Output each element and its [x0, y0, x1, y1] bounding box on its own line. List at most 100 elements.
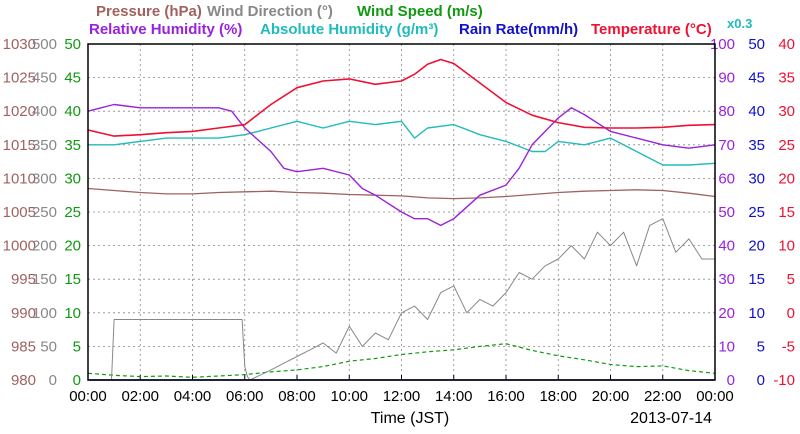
axis-tick-label-temp: 25 — [778, 137, 795, 154]
x-tick-label: 20:00 — [592, 388, 630, 405]
legend-wind-direction: Wind Direction (°) — [207, 3, 333, 20]
axis-tick-label-pressure: 1000 — [3, 238, 36, 255]
axis-tick-label-rh: 40 — [718, 238, 735, 255]
series-line-wdir — [88, 218, 715, 381]
x-axis: 00:00 02:00 04:00 06:00 08:00 10:00 12:00 14:00… — [69, 375, 734, 405]
x-tick-label: 08:00 — [278, 388, 316, 405]
axis-tick-label-rain: 15 — [748, 271, 765, 288]
axis-tick-label-rain: 50 — [748, 36, 765, 53]
axis-tick-label-rain: 10 — [748, 305, 765, 322]
axis-tick-label-rh: 0 — [727, 372, 735, 389]
axis-tick-label-pressure: 1005 — [3, 204, 36, 221]
axis-tick-label-wspd: 45 — [64, 70, 81, 87]
axis-tick-label-rain: 35 — [748, 137, 765, 154]
axis-tick-label-pressure: 980 — [11, 372, 36, 389]
axis-tick-label-temp: -10 — [773, 372, 795, 389]
axis-tick-label-pressure: 985 — [11, 338, 36, 355]
axis-tick-label-rh: 60 — [718, 170, 735, 187]
axis-tick-label-wdir: 350 — [32, 137, 57, 154]
axis-tick-label-pressure: 1020 — [3, 103, 36, 120]
legend-rain-rate: Rain Rate(mm/h) — [459, 21, 578, 38]
legend-temperature: Temperature (°C) — [591, 21, 712, 38]
axis-tick-label-temp: 20 — [778, 170, 795, 187]
axis-tick-label-rain: 5 — [757, 338, 765, 355]
axis-tick-label-wdir: 250 — [32, 204, 57, 221]
axis-tick-label-wdir: 300 — [32, 170, 57, 187]
right-axes: 1009080706050403020100504540353025201510… — [710, 36, 795, 389]
axis-tick-label-rh: 80 — [718, 103, 735, 120]
axis-tick-label-wspd: 35 — [64, 137, 81, 154]
plot-frame — [87, 43, 716, 381]
legend-absolute-humidity: Absolute Humidity (g/m³) — [260, 21, 438, 38]
axis-tick-label-wdir: 50 — [40, 338, 57, 355]
axis-tick-label-pressure: 1025 — [3, 70, 36, 87]
x-tick-label: 02:00 — [121, 388, 159, 405]
axis-tick-label-rh: 70 — [718, 137, 735, 154]
axis-tick-label-pressure: 1010 — [3, 170, 36, 187]
x-tick-label: 10:00 — [330, 388, 368, 405]
axis-tick-label-temp: -5 — [782, 338, 795, 355]
series-line-pressure — [87, 187, 716, 200]
axis-tick-label-wspd: 5 — [73, 338, 81, 355]
series-line-rh — [87, 103, 716, 227]
legend-wind-speed: Wind Speed (m/s) — [357, 3, 483, 20]
x-tick-label: 00:00 — [69, 388, 107, 405]
x-axis-label: Time (JST) — [371, 410, 450, 427]
axis-tick-label-wdir: 150 — [32, 271, 57, 288]
axis-tick-label-wspd: 40 — [64, 103, 81, 120]
axis-tick-label-rh: 10 — [718, 338, 735, 355]
axis-tick-label-rh: 20 — [718, 305, 735, 322]
axis-tick-label-wdir: 200 — [32, 238, 57, 255]
axis-tick-label-temp: 30 — [778, 103, 795, 120]
axis-tick-label-pressure: 1030 — [3, 36, 36, 53]
x-tick-label: 18:00 — [539, 388, 577, 405]
axis-tick-label-rh: 100 — [710, 36, 735, 53]
axis-tick-label-rain: 0 — [757, 372, 765, 389]
axis-tick-label-temp: 40 — [778, 36, 795, 53]
axis-tick-label-wspd: 25 — [64, 204, 81, 221]
legend: Pressure (hPa) Wind Direction (°) Wind S… — [89, 3, 752, 38]
axis-tick-label-rh: 90 — [718, 70, 735, 87]
axis-tick-label-wspd: 20 — [64, 238, 81, 255]
axis-tick-label-temp: 0 — [787, 305, 795, 322]
x-tick-label: 04:00 — [174, 388, 212, 405]
legend-pressure: Pressure (hPa) — [96, 3, 202, 20]
axis-tick-label-rain: 30 — [748, 170, 765, 187]
axis-tick-label-temp: 10 — [778, 238, 795, 255]
axis-tick-label-rain: 25 — [748, 204, 765, 221]
axis-tick-label-wdir: 100 — [32, 305, 57, 322]
axis-tick-label-wdir: 0 — [49, 372, 57, 389]
series-line-wspd — [87, 343, 716, 378]
x-tick-label: 14:00 — [435, 388, 473, 405]
axis-tick-label-temp: 35 — [778, 70, 795, 87]
axis-tick-label-pressure: 990 — [11, 305, 36, 322]
axis-tick-label-temp: 5 — [787, 271, 795, 288]
axis-tick-label-rh: 50 — [718, 204, 735, 221]
axis-tick-label-temp: 15 — [778, 204, 795, 221]
axis-tick-label-wdir: 450 — [32, 70, 57, 87]
x-tick-label: 22:00 — [644, 388, 682, 405]
axis-tick-label-pressure: 1015 — [3, 137, 36, 154]
axis-tick-label-wdir: 500 — [32, 36, 57, 53]
series-line-temp — [87, 58, 716, 137]
axis-tick-label-rain: 40 — [748, 103, 765, 120]
left-axes: 1030102510201015101010051000995990985980… — [3, 36, 81, 389]
axis-tick-label-wspd: 30 — [64, 170, 81, 187]
chart-date: 2013-07-14 — [630, 410, 712, 427]
axis-tick-label-wspd: 15 — [64, 271, 81, 288]
series-line-ah — [88, 120, 716, 166]
grid — [88, 44, 715, 380]
x-tick-label: 16:00 — [487, 388, 525, 405]
axis-tick-label-rain: 45 — [748, 70, 765, 87]
axis-tick-label-wdir: 400 — [32, 103, 57, 120]
axis-tick-label-wspd: 10 — [64, 305, 81, 322]
absolute-humidity-scale-label: x0.3 — [727, 16, 752, 31]
x-tick-label: 12:00 — [383, 388, 421, 405]
axis-tick-label-wspd: 50 — [64, 36, 81, 53]
axis-tick-label-rain: 20 — [748, 238, 765, 255]
x-tick-label: 06:00 — [226, 388, 264, 405]
legend-relative-humidity: Relative Humidity (%) — [89, 21, 242, 38]
axis-tick-label-rh: 30 — [718, 271, 735, 288]
axis-tick-label-wspd: 0 — [73, 372, 81, 389]
